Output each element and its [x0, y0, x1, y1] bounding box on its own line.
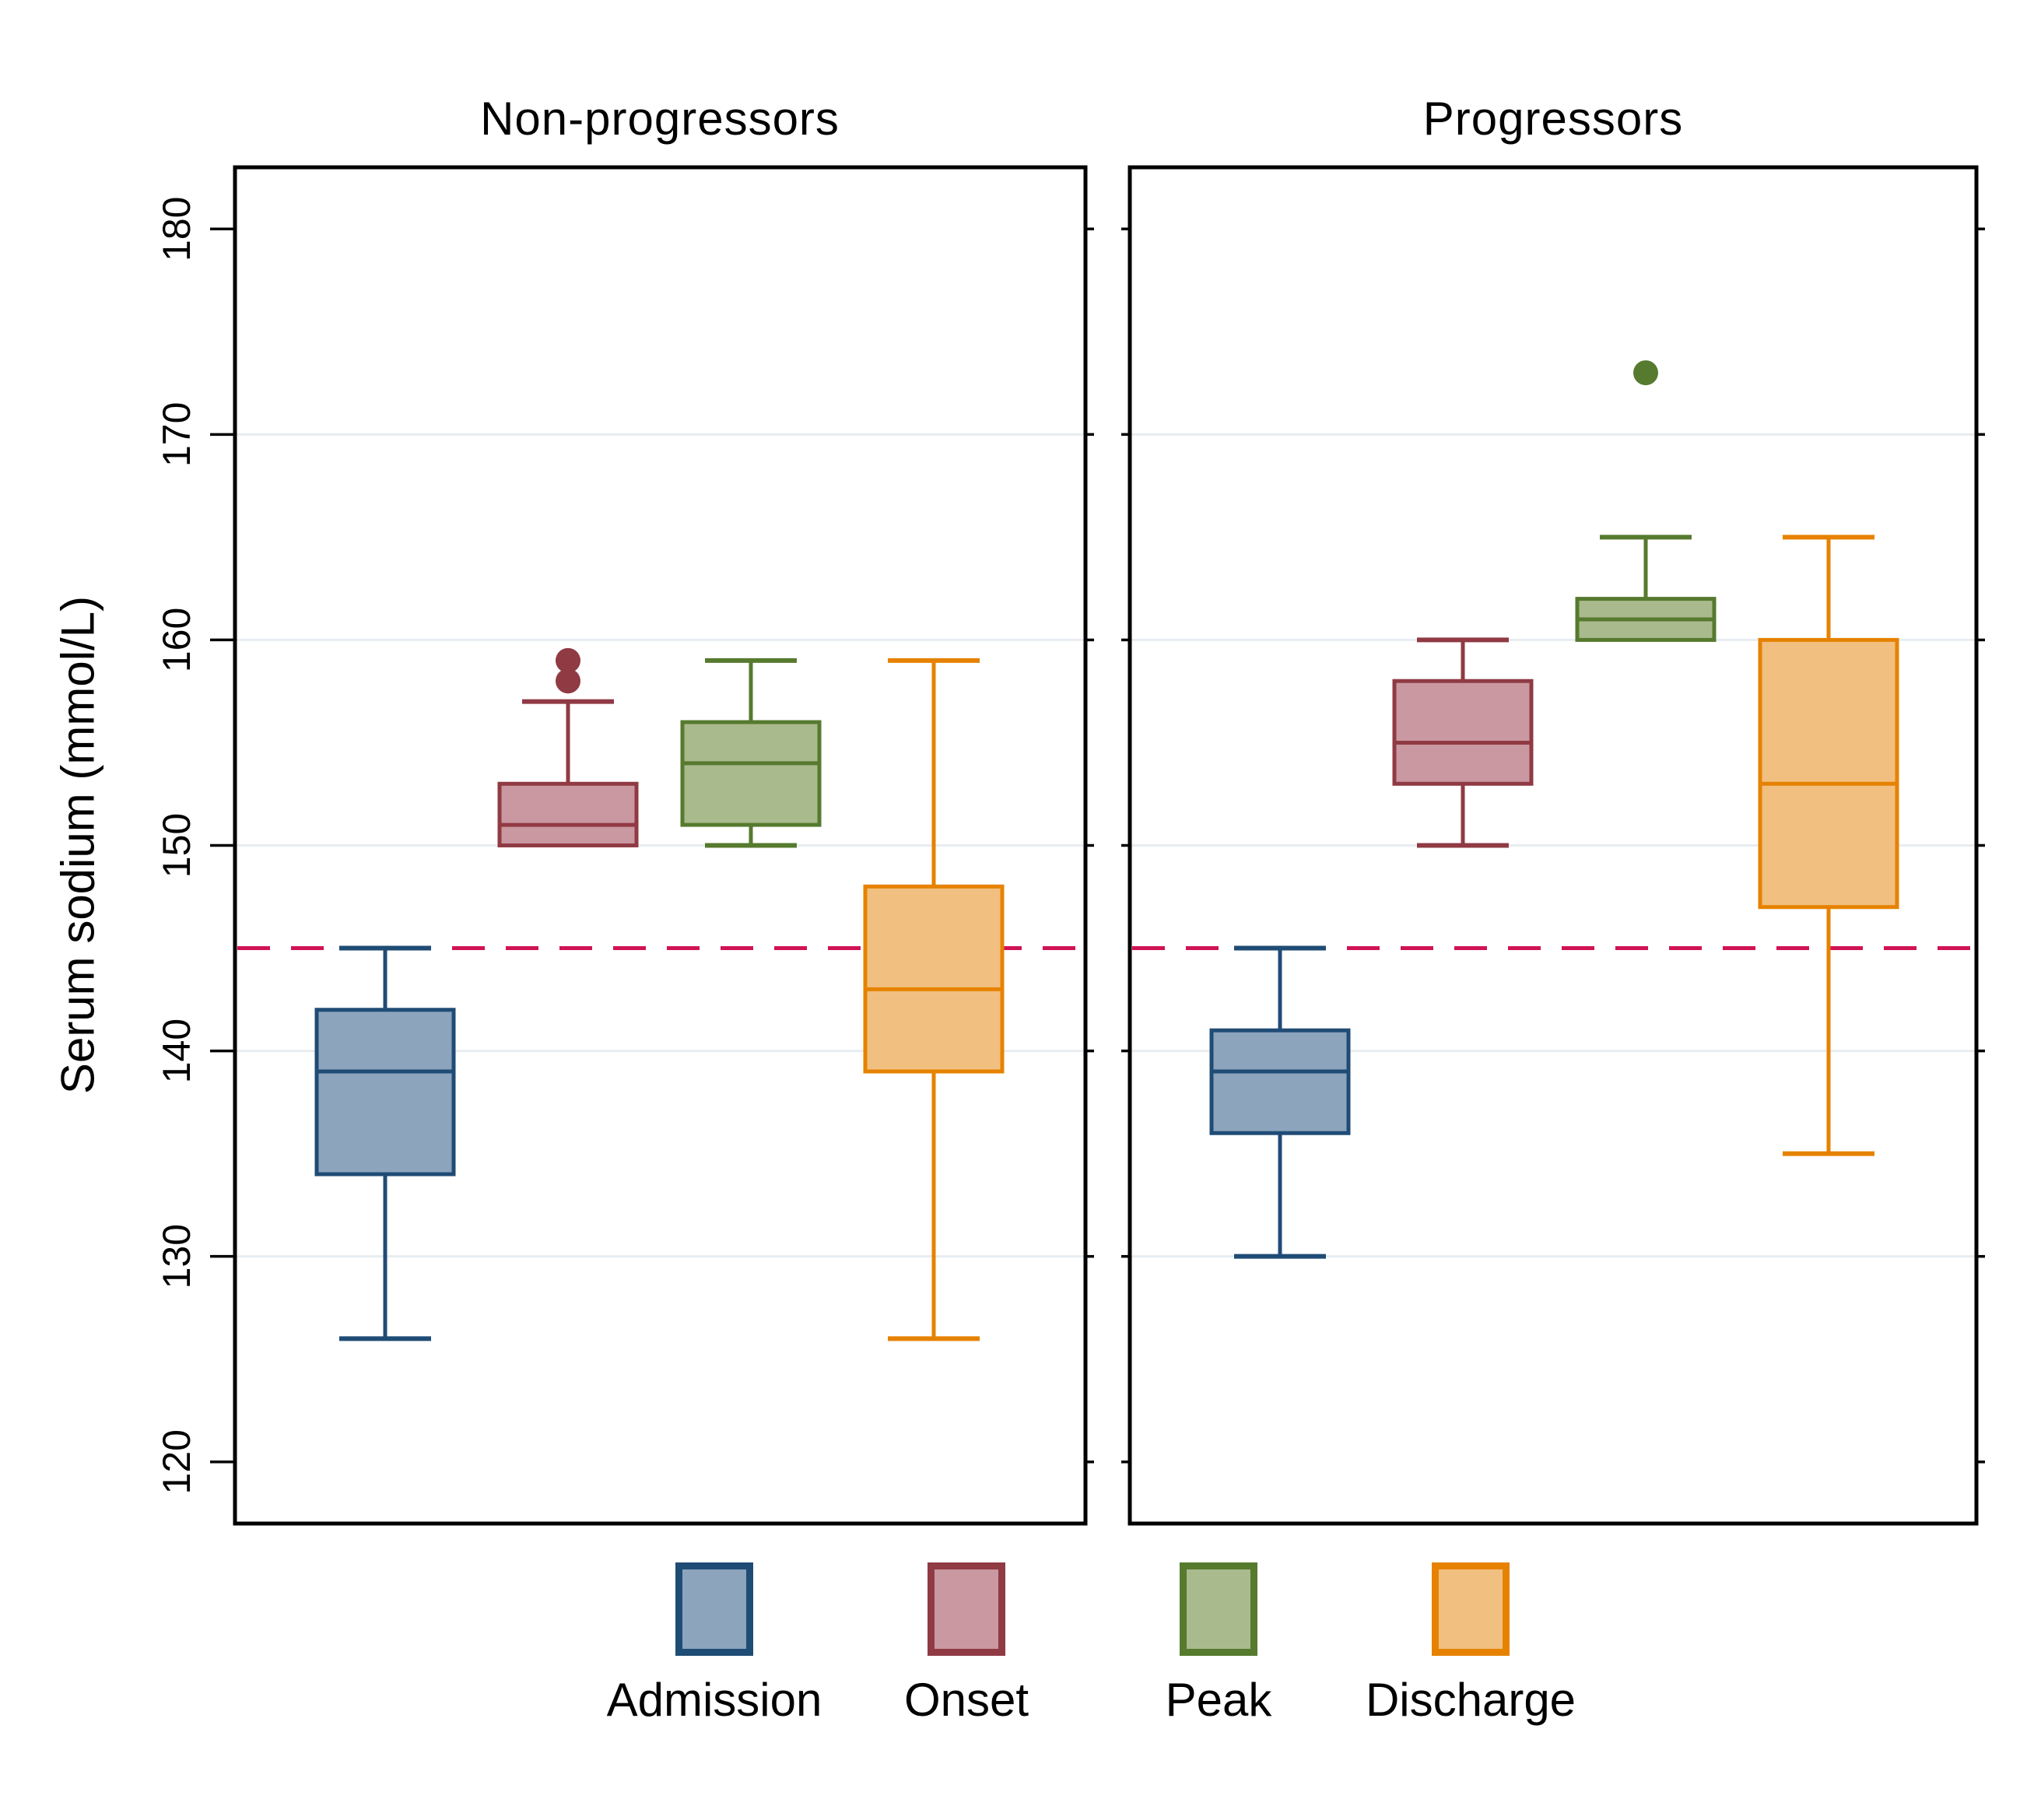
panel-title-non-progressors: Non-progressors: [480, 93, 840, 145]
ytick-label-140: 140: [155, 1019, 198, 1083]
box-peak: [680, 720, 822, 827]
legend-label-onset: Onset: [903, 1674, 1029, 1726]
outlier-dot-onset-159: [556, 647, 580, 673]
ytick-label-130: 130: [155, 1224, 198, 1289]
legend-label-admission: Admission: [606, 1674, 822, 1726]
onset-swatch: [928, 1562, 1005, 1656]
box-discharge: [863, 884, 1005, 1074]
ytick-label-170: 170: [155, 402, 198, 467]
ytick-label-180: 180: [155, 197, 198, 261]
discharge-swatch: [1432, 1562, 1510, 1656]
legend-label-discharge: Discharge: [1365, 1674, 1576, 1726]
box-onset: [1392, 679, 1534, 786]
legend-item-admission: Admission: [588, 1562, 840, 1727]
box-discharge: [1758, 637, 1899, 910]
outlier-dot-onset-158: [556, 668, 580, 694]
legend-item-peak: Peak: [1092, 1562, 1345, 1727]
admission-swatch: [675, 1562, 753, 1656]
ytick-label-150: 150: [155, 813, 198, 878]
box-admission: [314, 1008, 456, 1177]
peak-swatch: [1180, 1562, 1257, 1656]
legend-item-onset: Onset: [840, 1562, 1092, 1727]
panel-title-progressors: Progressors: [1422, 93, 1684, 145]
box-admission: [1209, 1028, 1351, 1135]
legend: Admission Onset Peak Discharge: [588, 1562, 1597, 1727]
ytick-label-160: 160: [155, 608, 198, 672]
box-onset: [497, 781, 639, 847]
outlier-dot-peak-173: [1633, 360, 1658, 386]
legend-label-peak: Peak: [1165, 1674, 1272, 1726]
ytick-label-120: 120: [155, 1429, 198, 1494]
legend-item-discharge: Discharge: [1345, 1562, 1597, 1727]
